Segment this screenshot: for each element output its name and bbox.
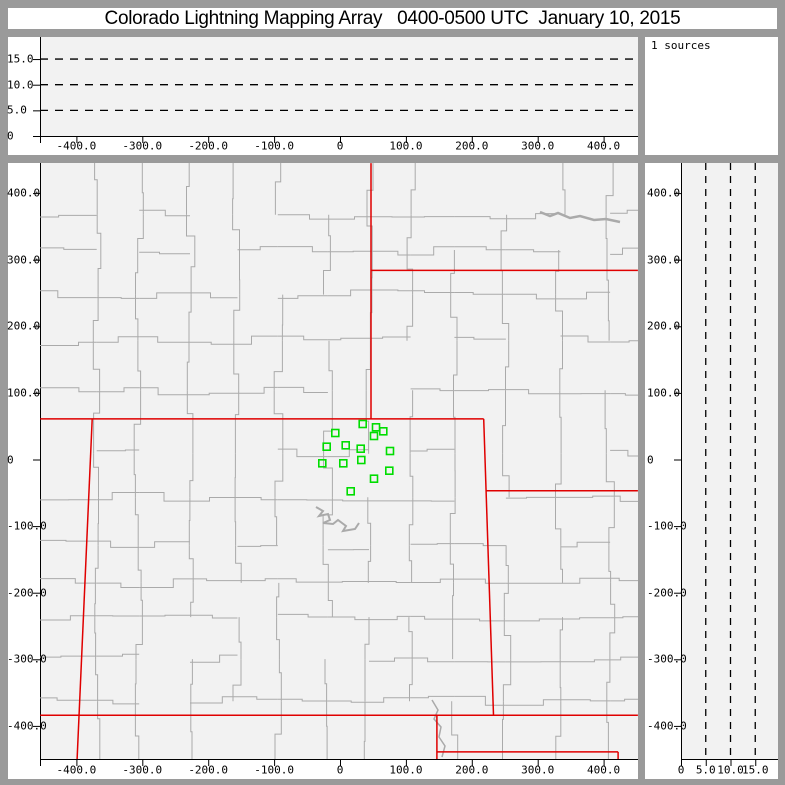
page-title: Colorado Lightning Mapping Array 0400-05… bbox=[104, 7, 681, 29]
map-plot-area[interactable] bbox=[40, 163, 638, 759]
sources-panel bbox=[645, 37, 778, 155]
title-bar: Colorado Lightning Mapping Array 0400-05… bbox=[8, 8, 777, 29]
sources-count-label: 1 sources bbox=[651, 39, 711, 52]
ns-altitude-plot-area[interactable] bbox=[681, 163, 778, 759]
top-altitude-plot-area[interactable] bbox=[40, 37, 638, 136]
